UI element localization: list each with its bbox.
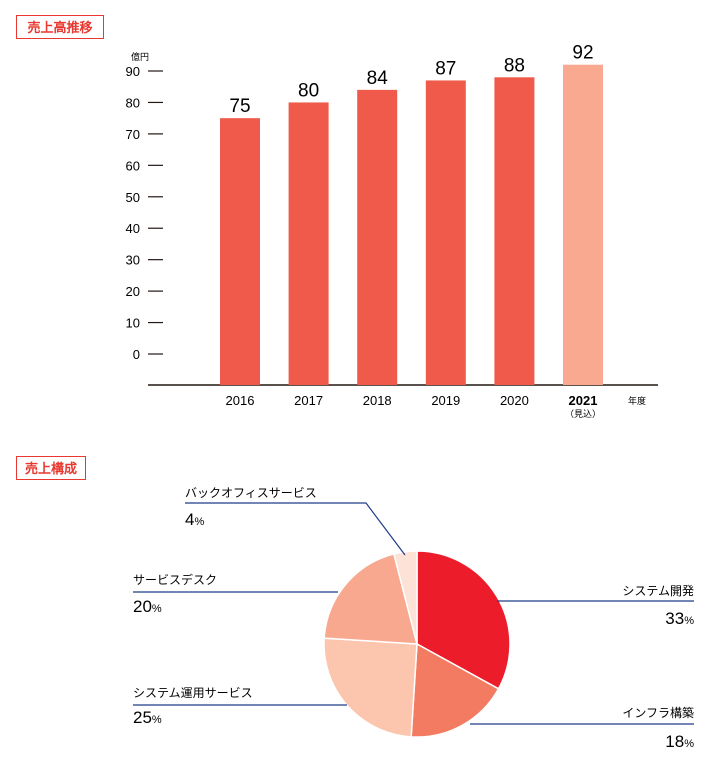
pie-slice-label: サービスデスク xyxy=(133,572,217,587)
x-category-label: 2018 xyxy=(363,393,392,408)
y-tick-label: 90 xyxy=(126,64,140,79)
pie-slice-label: システム運用サービス xyxy=(133,686,253,700)
pie-slice-label: システム開発 xyxy=(622,584,694,598)
pie-slice xyxy=(410,642,500,738)
sales-composition-title: 売上構成 xyxy=(16,456,86,480)
y-unit-label: 億円 xyxy=(131,51,149,62)
bar-2020 xyxy=(494,77,535,386)
y-tick-label: 30 xyxy=(126,253,140,268)
y-tick-label: 60 xyxy=(126,158,140,173)
y-tick-label: 70 xyxy=(126,127,140,142)
pie-slice xyxy=(416,550,511,690)
bar-value-label: 88 xyxy=(504,55,525,76)
y-tick-label: 20 xyxy=(126,284,140,299)
pie-slice-percent: 20% xyxy=(133,597,162,616)
bar-value-label: 84 xyxy=(367,68,389,89)
y-tick-label: 0 xyxy=(133,347,140,362)
sales-bar-chart: 億円 90 80 70 60 50 40 30 20 10 0 75 2016 80 2017 84 2018 8… xyxy=(126,43,658,419)
bar-2017 xyxy=(288,102,329,385)
pie-slice-percent: 25% xyxy=(133,708,162,727)
y-tick-label: 80 xyxy=(126,95,140,110)
bar-value-label: 75 xyxy=(229,96,250,117)
bar-value-label: 80 xyxy=(298,80,319,101)
pie-slice xyxy=(392,550,418,645)
x-category-note: （見込） xyxy=(565,409,601,419)
x-unit-label: 年度 xyxy=(628,395,646,406)
x-category-label: 2017 xyxy=(294,393,323,408)
pie-slice xyxy=(323,553,418,645)
x-category-label: 2016 xyxy=(226,393,255,408)
x-category-label: 2021 xyxy=(569,393,598,408)
sales-trend-title: 売上高推移 xyxy=(16,15,104,39)
x-category-label: 2019 xyxy=(431,393,460,408)
bar-2016 xyxy=(220,118,260,386)
bar-value-label: 87 xyxy=(435,58,456,79)
pie-slice-percent: 33% xyxy=(665,609,694,628)
pie-slice-label: バックオフィスサービス xyxy=(185,486,317,500)
y-tick-label: 50 xyxy=(126,190,140,205)
bar-2018 xyxy=(357,89,398,385)
pie-slice-percent: 4% xyxy=(185,510,204,529)
x-category-label: 2020 xyxy=(500,393,529,408)
leader-line xyxy=(185,502,406,556)
pie-slice-label: インフラ構築 xyxy=(622,705,694,720)
pie-slice xyxy=(323,637,418,738)
pie-slice-percent: 18% xyxy=(665,732,694,751)
bar-2021 xyxy=(563,64,603,385)
y-tick-label: 40 xyxy=(126,221,140,236)
y-tick-label: 10 xyxy=(126,316,140,331)
bar-value-label: 92 xyxy=(572,43,593,64)
bar-2019 xyxy=(425,80,466,385)
